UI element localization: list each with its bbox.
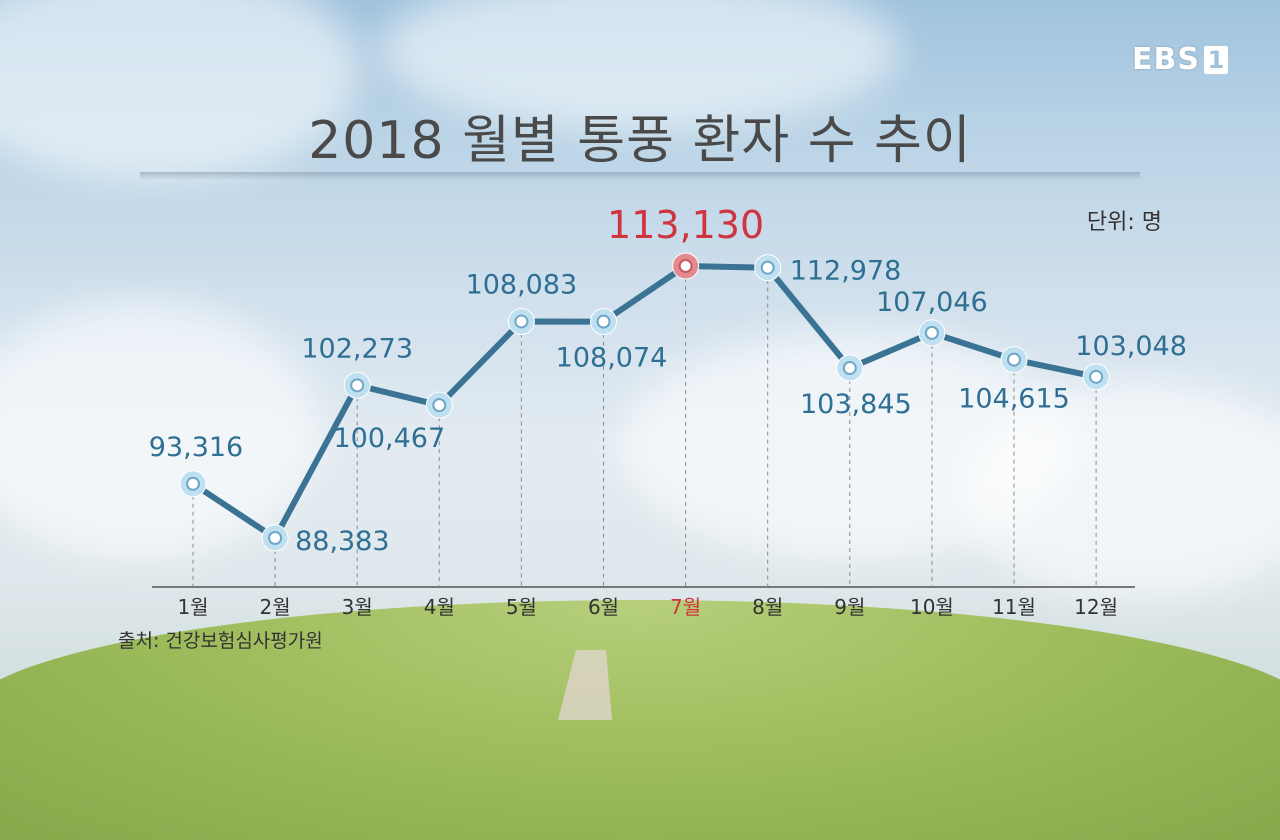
- unit-label: 단위: 명: [1086, 210, 1162, 235]
- data-point: [1082, 363, 1110, 391]
- marker-inner: [514, 314, 529, 329]
- cloud-decoration: [380, 0, 900, 130]
- data-label: 93,316: [149, 432, 243, 463]
- x-tick-label: 3월: [342, 595, 373, 619]
- marker-inner: [842, 361, 857, 376]
- cloud-decoration: [960, 380, 1280, 600]
- x-tick-label: 6월: [588, 595, 619, 619]
- x-tick-label: 1월: [177, 595, 208, 619]
- marker-inner: [924, 325, 939, 340]
- data-label: 103,048: [1075, 331, 1187, 362]
- data-label-highlight: 113,130: [607, 203, 764, 247]
- data-point: [425, 391, 453, 419]
- x-tick-label: 11월: [992, 595, 1036, 619]
- marker-inner: [432, 398, 447, 413]
- data-point: [179, 470, 207, 498]
- series-line: [190, 263, 1100, 541]
- marker-inner: [268, 531, 283, 545]
- title-underline: [140, 172, 1140, 180]
- cloud-decoration: [0, 300, 320, 560]
- marker-inner: [350, 378, 365, 393]
- data-point: [1000, 346, 1028, 374]
- x-tick-label: 10월: [910, 595, 954, 619]
- logo-text: EBS: [1132, 42, 1200, 77]
- data-point: [261, 524, 289, 552]
- x-tick-label: 8월: [752, 595, 783, 619]
- x-tick-label: 9월: [834, 595, 865, 619]
- data-point: [590, 308, 617, 336]
- data-label: 107,046: [876, 287, 988, 318]
- marker-inner: [678, 259, 693, 273]
- data-point: [836, 354, 864, 382]
- data-point: [343, 371, 371, 399]
- data-label: 88,383: [295, 526, 389, 557]
- line-chart: 93,316 88,383 102,273 100,467 108,083 108,074…: [149, 203, 1187, 619]
- data-point-highlight: [672, 252, 700, 280]
- x-tick-label: 4월: [424, 595, 455, 619]
- data-label: 104,615: [958, 384, 1070, 415]
- chart-title: 2018 월별 통풍 환자 수 추이: [308, 111, 972, 171]
- source-label: 출처: 건강보험심사평가원: [118, 630, 323, 652]
- x-tick-label: 12월: [1074, 595, 1118, 619]
- data-point: [754, 254, 782, 282]
- marker-inner: [186, 476, 200, 491]
- marker-inner: [596, 314, 611, 329]
- data-label: 108,074: [556, 343, 668, 374]
- data-label: 102,273: [301, 333, 413, 364]
- x-tick-label: 5월: [506, 595, 537, 619]
- logo-number: 1: [1204, 45, 1228, 74]
- data-label: 112,978: [790, 256, 902, 287]
- x-tick-label: 7월: [670, 595, 701, 619]
- data-point: [918, 319, 946, 347]
- marker-inner: [760, 260, 775, 275]
- data-point: [507, 307, 535, 335]
- data-label: 108,083: [466, 269, 578, 300]
- marker-inner: [1089, 369, 1104, 384]
- broadcaster-logo: EBS 1: [1132, 42, 1228, 77]
- data-label: 100,467: [333, 423, 445, 454]
- marker-inner: [1007, 352, 1021, 367]
- x-tick-label: 2월: [260, 595, 291, 619]
- data-label: 103,845: [800, 389, 912, 420]
